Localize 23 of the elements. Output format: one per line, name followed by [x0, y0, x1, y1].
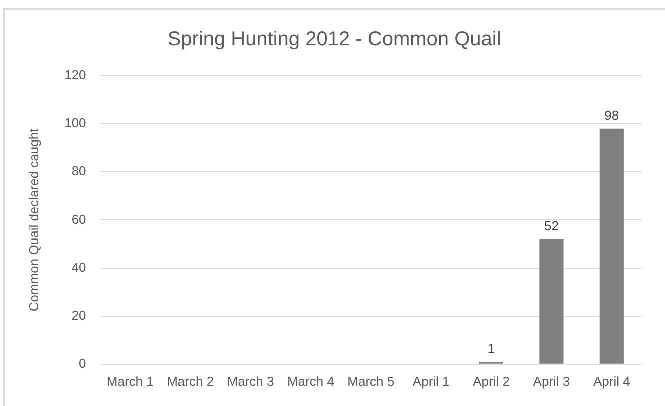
- y-tick-label: 120: [64, 68, 86, 83]
- y-tick-label: 60: [72, 212, 86, 227]
- x-tick-label: April 4: [593, 374, 630, 389]
- x-tick-label: April 2: [473, 374, 510, 389]
- y-axis-title: Common Quail declared caught: [26, 128, 42, 312]
- x-tick-label: March 3: [227, 374, 274, 389]
- x-tick-label: April 1: [412, 374, 450, 389]
- data-label: 98: [604, 108, 620, 123]
- y-tick-label: 80: [72, 164, 86, 179]
- x-tick-label: March 4: [287, 374, 334, 389]
- chart-title: Spring Hunting 2012 - Common Quail: [168, 28, 502, 51]
- bar: [540, 239, 564, 364]
- bar: [600, 128, 624, 364]
- y-tick-label: 100: [64, 116, 86, 131]
- x-tick-label: March 5: [348, 374, 395, 389]
- x-tick-label: April 3: [533, 374, 570, 389]
- data-label: 1: [488, 341, 496, 356]
- y-tick-label: 0: [79, 356, 86, 371]
- x-tick-label: March 2: [167, 374, 214, 389]
- y-tick-label: 20: [72, 308, 86, 323]
- x-tick-label: March 1: [106, 374, 154, 389]
- y-tick-label: 40: [72, 260, 86, 275]
- data-label: 52: [544, 218, 559, 234]
